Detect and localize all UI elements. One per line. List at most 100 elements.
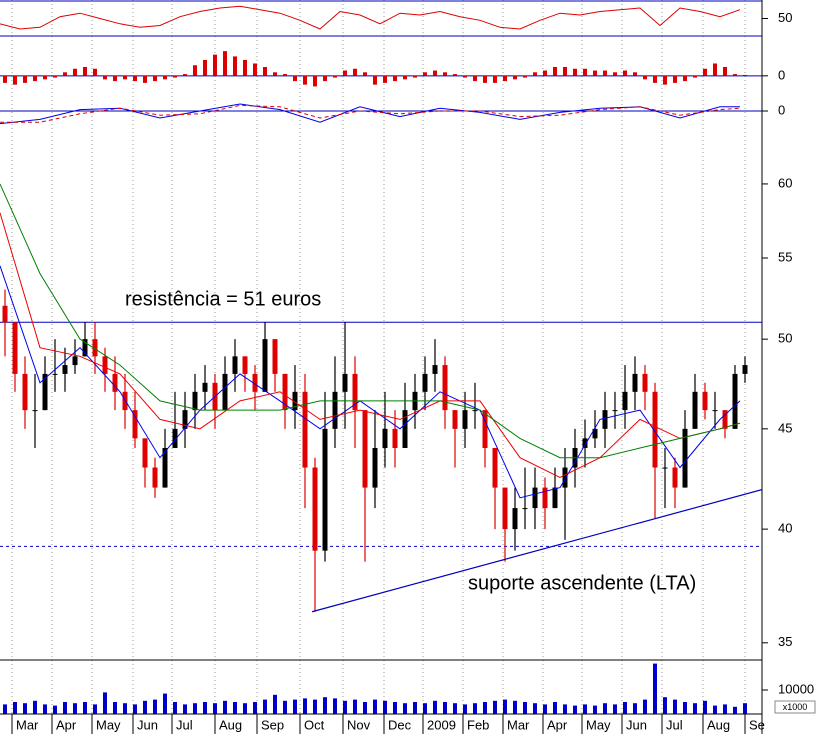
bar: [563, 67, 567, 76]
bar: [553, 67, 557, 76]
bar: [113, 75, 117, 82]
x-tick-label: Jul: [666, 717, 683, 732]
candle-body: [502, 487, 508, 530]
bar: [173, 702, 177, 714]
bar: [553, 702, 557, 714]
bar: [233, 56, 237, 76]
bar: [303, 75, 307, 85]
x-tick-label: Aug: [707, 717, 730, 732]
candle-body: [552, 487, 558, 509]
bar: [443, 702, 447, 714]
panel: [0, 51, 762, 87]
x-tick-label: Jun: [137, 717, 158, 732]
bar: [483, 75, 487, 83]
candle-body: [362, 410, 368, 488]
x-tick-label: Mar: [16, 717, 39, 732]
x-tick-label: Mar: [507, 717, 530, 732]
bar: [693, 703, 697, 714]
candle-body: [262, 339, 268, 392]
candle-body: [382, 428, 388, 448]
bar: [273, 694, 277, 714]
bar: [173, 75, 177, 78]
candle-body: [432, 365, 438, 374]
bar: [493, 75, 497, 83]
bar: [383, 75, 387, 83]
bar: [203, 59, 207, 76]
bar: [543, 704, 547, 714]
bar: [123, 75, 127, 80]
bar: [613, 72, 617, 76]
bar: [453, 703, 457, 714]
candle-body: [532, 487, 538, 509]
bar: [563, 704, 567, 714]
y-tick-label: 50: [778, 10, 792, 25]
bar: [403, 75, 407, 80]
bar: [183, 74, 187, 76]
candle-body: [592, 428, 598, 439]
bar: [23, 75, 27, 83]
candle-body: [142, 438, 148, 468]
bar: [13, 75, 17, 85]
series-line: [0, 183, 741, 459]
candle-body: [242, 356, 248, 374]
candle-body: [202, 382, 208, 392]
bar: [133, 704, 137, 714]
bar: [73, 703, 77, 714]
candle-body: [332, 391, 338, 429]
bar: [683, 75, 687, 82]
bar: [623, 70, 627, 76]
y-tick-label: 0: [778, 102, 785, 117]
panel: [0, 103, 762, 125]
candle-body: [522, 508, 528, 510]
bar: [203, 702, 207, 714]
bar: [723, 704, 727, 714]
candle-body: [72, 356, 78, 366]
bar: [103, 75, 107, 80]
candle-body: [352, 373, 358, 411]
x-tick-label: Apr: [547, 717, 568, 732]
candle-body: [482, 410, 488, 448]
candle-body: [172, 428, 178, 448]
candle-body: [622, 391, 628, 411]
bar: [53, 705, 57, 714]
bar: [403, 703, 407, 714]
bar: [253, 702, 257, 714]
bar: [733, 706, 737, 714]
bar: [113, 702, 117, 714]
series-line: [0, 5, 741, 30]
bar: [223, 700, 227, 714]
bar: [153, 75, 157, 82]
bar: [533, 72, 537, 76]
candle-body: [282, 373, 288, 411]
candle-body: [462, 410, 468, 429]
candle-body: [742, 365, 748, 374]
bar: [683, 702, 687, 714]
candle-body: [302, 391, 308, 468]
candle-body: [702, 391, 708, 411]
candle-body: [612, 410, 618, 412]
candle-body: [492, 447, 498, 488]
candle-body: [372, 447, 378, 488]
bar: [133, 75, 137, 82]
candle-body: [692, 391, 698, 429]
bar: [103, 692, 107, 714]
bar: [533, 703, 537, 714]
bar: [303, 698, 307, 714]
candle-body: [252, 373, 258, 392]
candle-body: [162, 447, 168, 488]
bar: [83, 702, 87, 714]
bar: [43, 75, 47, 80]
trend-line: [311, 489, 762, 613]
annotation: suporte ascendente (LTA): [468, 572, 696, 594]
bar: [493, 700, 497, 714]
candle-body: [682, 428, 688, 488]
panel: [3, 663, 747, 714]
candle-body: [312, 467, 318, 551]
bar: [363, 702, 367, 714]
x-tick-label: May: [586, 717, 611, 732]
bar: [603, 703, 607, 714]
bar: [243, 703, 247, 714]
candle-body: [182, 410, 188, 429]
